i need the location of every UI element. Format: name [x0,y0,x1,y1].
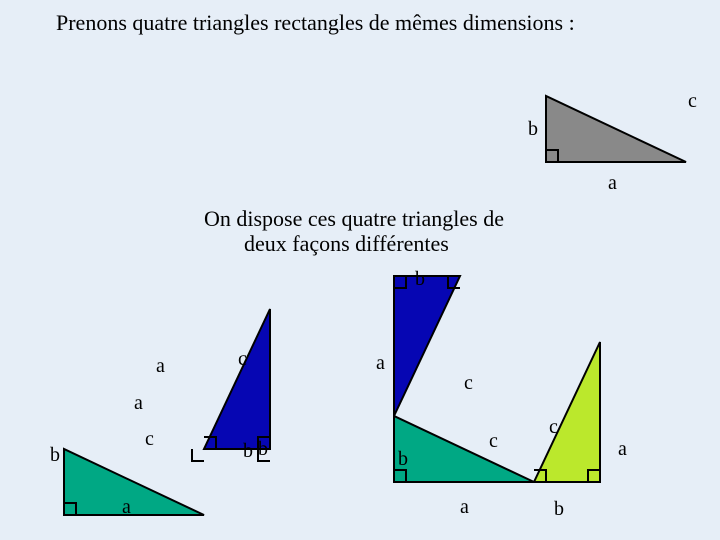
label-a: a [618,438,627,461]
arrangement-left [60,305,350,521]
label-b: b [528,118,538,141]
arrangement-right [390,272,606,488]
label-c: c [688,90,697,113]
heading-line-1: Prenons quatre triangles rectangles de m… [56,10,575,36]
label-a: a [376,352,385,375]
heading-line-3: deux façons différentes [244,231,449,257]
label-a: a [460,496,469,519]
label-c: c [238,348,247,371]
label-c: c [464,372,473,395]
label-b: b [50,444,60,467]
label-a: a [608,172,617,195]
grey-reference-triangle [545,95,689,165]
label-b: b [258,438,268,461]
label-a: a [134,392,143,415]
label-c: c [145,428,154,451]
label-b: b [243,440,253,463]
label-b: b [398,448,408,471]
label-a: a [156,355,165,378]
label-c: c [489,430,498,453]
label-b: b [415,268,425,291]
label-b: b [554,498,564,521]
label-a: a [122,496,131,519]
label-c: c [549,416,558,439]
heading-line-2: On dispose ces quatre triangles de [204,206,504,232]
